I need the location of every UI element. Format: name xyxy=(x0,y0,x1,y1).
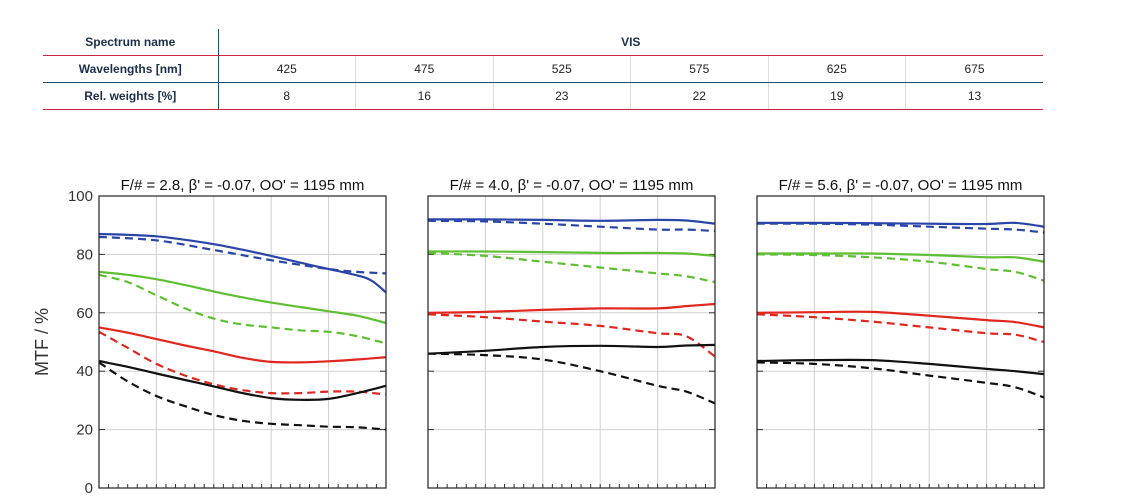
wavelength-cell: 425 xyxy=(218,55,356,83)
red-dashed-series-line xyxy=(98,330,387,396)
mtf-panel-3: F/# = 5.6, β' = -0.07, OO' = 1195 mm xyxy=(756,177,1045,489)
blue-solid-series-line xyxy=(98,232,387,294)
blue-dashed-series-line xyxy=(756,222,1045,234)
red-dashed-series-line xyxy=(756,313,1045,344)
y-tick-label: 100 xyxy=(68,188,93,205)
blue-dashed-series-line xyxy=(98,235,387,275)
plot-frame xyxy=(427,195,716,489)
spectrum-table: Spectrum name VIS Wavelengths [nm] 425 4… xyxy=(43,29,1043,110)
weights-row: Rel. weights [%] 8 16 23 22 19 13 xyxy=(43,82,1043,110)
panel-title: F/# = 5.6, β' = -0.07, OO' = 1195 mm xyxy=(779,177,1023,194)
red-dashed-series-line xyxy=(427,313,716,358)
weight-cell: 22 xyxy=(630,82,769,110)
weight-cell: 13 xyxy=(905,82,1043,110)
green-solid-series-line xyxy=(98,270,387,325)
blue-solid-series-line xyxy=(427,218,716,225)
y-tick-label: 40 xyxy=(76,363,93,380)
weight-cell: 16 xyxy=(355,82,494,110)
red-solid-series-line xyxy=(427,302,716,314)
red-solid-series-line xyxy=(756,310,1045,329)
green-dashed-series-line xyxy=(98,273,387,345)
mtf-panel-1: F/# = 2.8, β' = -0.07, OO' = 1195 mm 0 20 4… xyxy=(68,177,387,497)
mtf-panel-2: F/# = 4.0, β' = -0.07, OO' = 1195 mm xyxy=(427,177,716,489)
black-dashed-series-line xyxy=(98,361,387,431)
y-axis-title: MTF / % xyxy=(32,308,52,376)
plot-area xyxy=(428,196,715,488)
spectrum-name-cell: VIS xyxy=(218,29,1043,56)
plot-frame xyxy=(756,195,1045,489)
plot-frame xyxy=(98,195,387,489)
wavelength-cell: 625 xyxy=(768,55,906,83)
weight-cell: 19 xyxy=(768,82,906,110)
green-solid-series-line xyxy=(756,252,1045,263)
wavelength-cell: 575 xyxy=(630,55,769,83)
black-solid-series-line xyxy=(98,359,387,402)
blue-solid-series-line xyxy=(756,221,1045,228)
spectrum-name-row: Spectrum name VIS xyxy=(43,29,1043,56)
y-tick-label: 0 xyxy=(85,480,93,497)
wavelength-cell: 675 xyxy=(905,55,1043,83)
y-tick-label: 80 xyxy=(76,246,93,263)
weight-cell: 8 xyxy=(218,82,356,110)
row-header: Rel. weights [%] xyxy=(43,82,219,110)
black-dashed-series-line xyxy=(427,352,716,405)
wavelength-cell: 475 xyxy=(355,55,494,83)
row-header: Wavelengths [nm] xyxy=(43,55,219,83)
black-dashed-series-line xyxy=(756,361,1045,399)
y-tick-label: 60 xyxy=(76,305,93,322)
row-header: Spectrum name xyxy=(43,29,219,56)
black-solid-series-line xyxy=(427,343,716,355)
y-tick-label: 20 xyxy=(76,422,93,439)
wavelength-cell: 525 xyxy=(493,55,631,83)
wavelengths-row: Wavelengths [nm] 425 475 525 575 625 675 xyxy=(43,55,1043,83)
plot-area xyxy=(99,196,386,488)
plot-area xyxy=(757,196,1044,488)
red-solid-series-line xyxy=(98,326,387,364)
blue-dashed-series-line xyxy=(427,219,716,233)
black-solid-series-line xyxy=(756,358,1045,376)
panel-title: F/# = 2.8, β' = -0.07, OO' = 1195 mm xyxy=(121,177,365,194)
green-dashed-series-line xyxy=(756,253,1045,282)
panel-title: F/# = 4.0, β' = -0.07, OO' = 1195 mm xyxy=(450,177,694,194)
green-solid-series-line xyxy=(427,250,716,257)
green-dashed-series-line xyxy=(427,251,716,284)
weight-cell: 23 xyxy=(493,82,631,110)
